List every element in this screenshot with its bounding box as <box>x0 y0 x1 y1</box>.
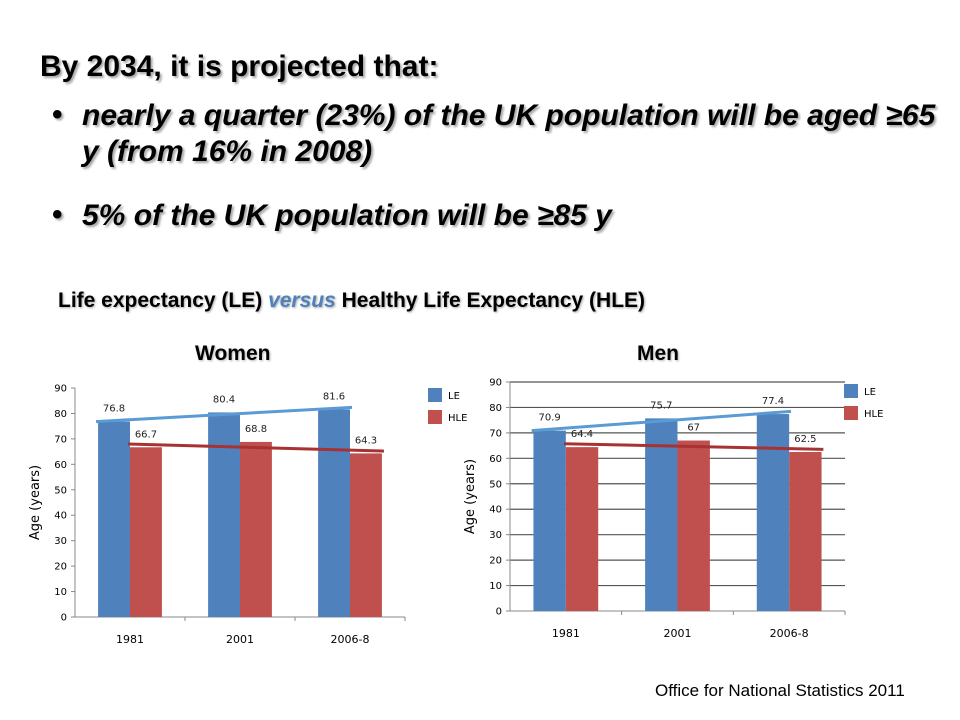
men-bar-le <box>533 430 566 611</box>
heading: By 2034, it is projected that: <box>40 50 439 83</box>
women-y-tick-label: 10 <box>54 587 67 598</box>
men-bar-le <box>756 414 790 611</box>
men-y-tick-label: 80 <box>489 403 502 414</box>
women-x-tick-label: 2001 <box>226 633 254 646</box>
women-bar-hle <box>240 441 272 617</box>
men-bar-le <box>645 418 678 611</box>
women-y-tick-label: 80 <box>54 409 67 420</box>
women-legend-label-le: LE <box>448 391 460 402</box>
men-legend-label-hle: HLE <box>864 409 883 420</box>
women-legend-swatch-hle <box>428 410 442 424</box>
men-legend-label-le: LE <box>864 387 876 398</box>
women-y-tick-label: 50 <box>54 485 67 496</box>
subtitle-versus: versus <box>268 289 336 312</box>
men-data-label-hle: 67 <box>687 423 700 434</box>
women-y-axis-title: Age (years) <box>28 465 43 540</box>
men-data-label-le: 77.4 <box>762 396 784 407</box>
men-y-tick-label: 50 <box>489 479 502 490</box>
women-trend-line-hle <box>127 442 384 453</box>
women-data-label-hle: 68.8 <box>245 424 267 435</box>
women-legend-swatch-le <box>428 388 442 402</box>
women-data-label-le: 81.6 <box>323 391 345 402</box>
women-x-tick-label: 1981 <box>116 633 144 646</box>
men-trend-line-le <box>531 409 792 433</box>
bullet-icon: • <box>52 198 63 231</box>
subtitle-part2: Healthy Life Expectancy (HLE) <box>335 289 646 312</box>
men-y-tick-label: 20 <box>489 556 502 567</box>
women-y-tick-label: 60 <box>54 460 67 471</box>
women-x-tick-label: 2006-8 <box>331 633 370 646</box>
men-bar-hle <box>677 440 710 611</box>
women-y-tick-label: 40 <box>54 511 67 522</box>
women-bar-hle <box>130 447 162 617</box>
men-bar-hle <box>789 451 822 611</box>
men-y-tick-label: 0 <box>496 607 502 618</box>
men-x-tick-label: 1981 <box>552 627 580 640</box>
men-y-tick-label: 70 <box>489 428 502 439</box>
women-bar-hle <box>350 453 382 617</box>
men-data-label-hle: 64.4 <box>571 429 593 440</box>
men-data-label-hle: 62.5 <box>794 434 816 445</box>
women-y-tick-label: 90 <box>54 384 67 395</box>
chart-subtitle: Life expectancy (LE) versus Healthy Life… <box>58 289 645 313</box>
men-y-axis-title: Age (years) <box>463 459 478 534</box>
women-bar-le <box>98 421 130 617</box>
women-y-tick-label: 0 <box>61 613 67 624</box>
men-y-tick-label: 60 <box>489 454 502 465</box>
women-legend-label-hle: HLE <box>448 413 467 424</box>
women-y-tick-label: 20 <box>54 562 67 573</box>
women-bar-le <box>208 412 240 617</box>
men-legend-swatch-le <box>844 384 858 398</box>
men-legend-swatch-hle <box>844 406 858 420</box>
women-data-label-hle: 64.3 <box>355 435 377 446</box>
men-y-tick-label: 10 <box>489 581 502 592</box>
men-data-label-le: 75.7 <box>650 400 672 411</box>
source-note: Office for National Statistics 2011 <box>655 681 905 700</box>
bullet-text-2: 5% of the UK population will be ≥85 y <box>82 199 612 232</box>
women-chart-title: Women <box>195 342 271 365</box>
men-chart-title: Men <box>637 342 679 365</box>
men-data-label-le: 70.9 <box>539 413 561 424</box>
men-x-tick-label: 2006-8 <box>770 627 809 640</box>
bullet-text-1: nearly a quarter (23%) of the UK populat… <box>82 99 936 168</box>
women-y-tick-label: 70 <box>54 434 67 445</box>
women-data-label-hle: 66.7 <box>135 429 157 440</box>
women-data-label-le: 76.8 <box>103 404 125 415</box>
women-data-label-le: 80.4 <box>213 394 235 405</box>
men-bar-hle <box>565 447 599 611</box>
women-trend-line-le <box>95 405 353 424</box>
women-y-tick-label: 30 <box>54 536 67 547</box>
men-y-tick-label: 90 <box>489 378 502 389</box>
men-y-tick-label: 30 <box>489 530 502 541</box>
bullet-icon: • <box>52 98 63 131</box>
men-y-tick-label: 40 <box>489 505 502 516</box>
women-bar-le <box>318 409 350 617</box>
men-x-tick-label: 2001 <box>664 627 692 640</box>
men-trend-line-hle <box>563 442 824 451</box>
subtitle-part1: Life expectancy (LE) <box>58 289 269 312</box>
